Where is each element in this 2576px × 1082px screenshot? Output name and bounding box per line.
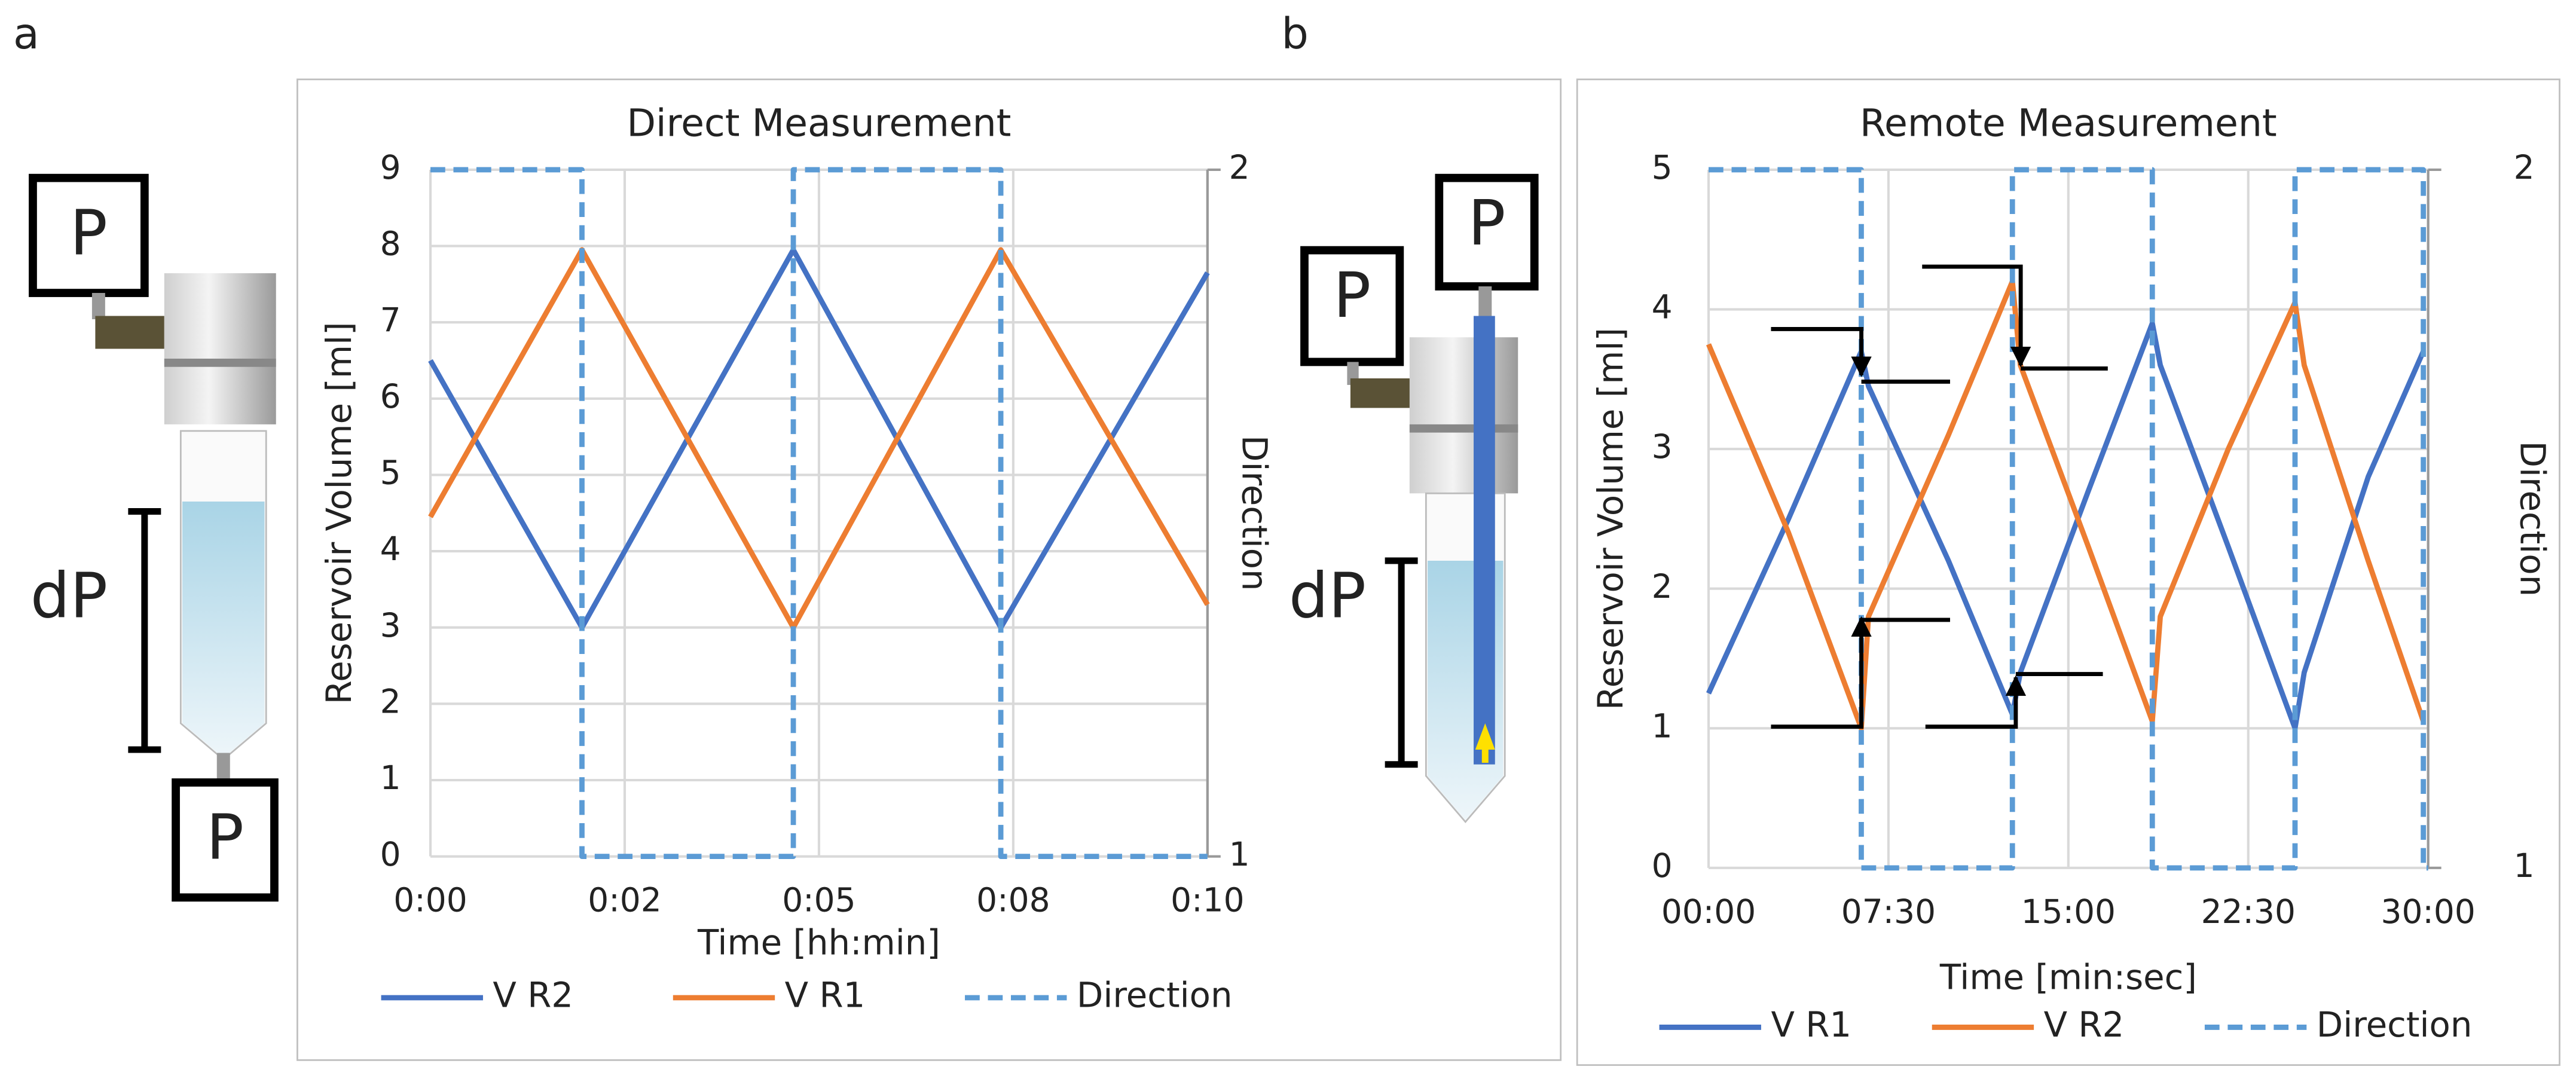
y-axis-label: Reservoir Volume [ml] bbox=[1590, 328, 1631, 710]
y-tick-label: 6 bbox=[380, 377, 401, 415]
legend-label: V R1 bbox=[1771, 1004, 1851, 1045]
diagram-a: P P dP bbox=[29, 173, 279, 902]
chart-frame bbox=[1576, 78, 2560, 1066]
legend-label: V R2 bbox=[2044, 1004, 2125, 1045]
diagram-label: P bbox=[70, 196, 108, 269]
diagram-label: P bbox=[1468, 187, 1506, 259]
pump-box bbox=[172, 778, 279, 902]
chart-frame bbox=[297, 78, 1562, 1061]
y-tick-label: 3 bbox=[380, 606, 401, 644]
chart-title: Direct Measurement bbox=[627, 100, 1011, 145]
series-line bbox=[430, 167, 1208, 860]
y-tick-label: 2 bbox=[380, 682, 401, 720]
panel-label: a bbox=[13, 9, 39, 59]
y-tick-label: 2 bbox=[1652, 567, 1673, 606]
x-tick-label: 22:30 bbox=[2201, 893, 2296, 931]
y2-tick-label: 2 bbox=[2514, 148, 2535, 187]
x-tick-label: 00:00 bbox=[1661, 893, 1756, 931]
diagram-label: P bbox=[1333, 259, 1371, 332]
arrow bbox=[1771, 327, 1872, 377]
diagram-b: P P dP bbox=[1289, 173, 1539, 824]
y2-axis-label: Direction bbox=[1234, 435, 1275, 591]
diagram-label: dP bbox=[1289, 560, 1366, 632]
chart-b: Remote Measurement 0 1 2 3 4 5 00:00 07:30 15:00 2… bbox=[1590, 100, 2553, 1045]
y-tick-label: 3 bbox=[1652, 427, 1673, 466]
y-tick-label: 5 bbox=[380, 454, 401, 492]
liquid bbox=[182, 502, 265, 758]
flow-arrow bbox=[1475, 723, 1495, 763]
y-tick-label: 1 bbox=[1652, 707, 1673, 745]
pump-box bbox=[1435, 173, 1539, 291]
x-axis-label: Time [min:sec] bbox=[1939, 956, 2197, 997]
y-tick-label: 1 bbox=[380, 759, 401, 797]
series-line bbox=[1709, 167, 2428, 871]
connector bbox=[1350, 378, 1413, 408]
y-tick-label: 4 bbox=[380, 530, 401, 568]
y-axis-label: Reservoir Volume [ml] bbox=[319, 322, 359, 704]
tube-cap bbox=[1409, 337, 1518, 494]
arrow bbox=[1925, 675, 2027, 729]
y-tick-label: 4 bbox=[1652, 288, 1673, 326]
y2-tick-label: 2 bbox=[1229, 148, 1250, 187]
legend-label: Direction bbox=[1077, 975, 1233, 1016]
annotation-arrows bbox=[1771, 264, 2108, 729]
series-line bbox=[1706, 320, 2426, 731]
pump-box bbox=[1300, 246, 1404, 366]
legend-label: V R1 bbox=[785, 975, 866, 1016]
panel-label: b bbox=[1282, 9, 1309, 59]
tube-cap-band bbox=[1409, 424, 1518, 433]
legend-label: V R2 bbox=[493, 975, 573, 1016]
dp-bracket bbox=[128, 508, 161, 753]
tube-cap bbox=[164, 273, 276, 424]
pump-box bbox=[29, 173, 149, 297]
x-tick-label: 07:30 bbox=[1841, 893, 1936, 931]
chart-title: Remote Measurement bbox=[1860, 100, 2277, 145]
connector bbox=[91, 293, 105, 320]
y-tick-label: 7 bbox=[380, 301, 401, 339]
series-line bbox=[1706, 279, 2426, 731]
connector bbox=[216, 753, 230, 783]
diagram-label: P bbox=[206, 801, 244, 874]
y2-axis-label: Direction bbox=[2512, 441, 2553, 597]
y2-tick-label: 1 bbox=[2514, 846, 2535, 885]
x-tick-label: 0:10 bbox=[1171, 881, 1244, 919]
tube-cap-band bbox=[164, 358, 276, 367]
y-tick-label: 9 bbox=[380, 148, 401, 187]
connector bbox=[95, 316, 164, 349]
connector bbox=[1478, 286, 1492, 320]
y-tick-label: 0 bbox=[380, 835, 401, 873]
arrow bbox=[1922, 264, 2031, 368]
x-axis-label: Time [hh:min] bbox=[697, 922, 940, 963]
arrow bbox=[1771, 616, 1872, 729]
rod bbox=[1474, 316, 1495, 765]
x-tick-label: 15:00 bbox=[2021, 893, 2116, 931]
dp-bracket bbox=[1385, 557, 1418, 768]
legend-label: Direction bbox=[2317, 1004, 2473, 1045]
y-tick-label: 0 bbox=[1652, 846, 1673, 885]
y2-tick-label: 1 bbox=[1229, 835, 1250, 873]
x-tick-label: 0:08 bbox=[976, 881, 1050, 919]
y-tick-label: 8 bbox=[380, 225, 401, 263]
x-tick-label: 0:00 bbox=[393, 881, 467, 919]
chart-a: Direct Measurement 0 1 2 3 4 5 6 7 8 9 0:00 0:02 0:05… bbox=[319, 100, 1275, 1015]
x-tick-label: 0:02 bbox=[588, 881, 661, 919]
y-tick-label: 5 bbox=[1652, 148, 1673, 187]
diagram-label: dP bbox=[30, 560, 108, 632]
x-tick-label: 30:00 bbox=[2381, 893, 2475, 931]
x-tick-label: 0:05 bbox=[782, 881, 855, 919]
